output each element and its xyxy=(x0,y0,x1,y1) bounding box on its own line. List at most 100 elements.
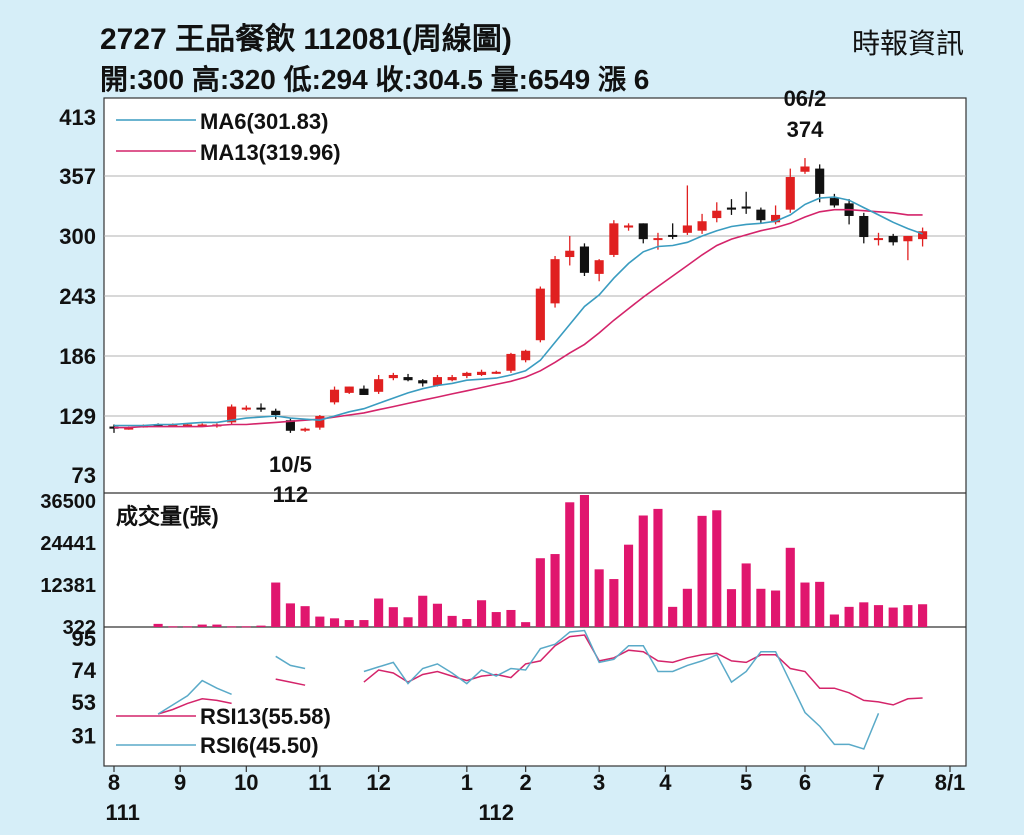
x-tick-label: 2 xyxy=(520,770,532,795)
volume-bar xyxy=(565,502,575,627)
candle-body xyxy=(785,177,795,210)
candle-body xyxy=(344,386,354,393)
candle-body xyxy=(271,410,281,415)
candle-body xyxy=(712,210,722,219)
legend-ma13: MA13(319.96) xyxy=(200,140,341,165)
volume-bar xyxy=(227,626,237,628)
chart-title: 2727 王品餐飲 112081(周線圖) xyxy=(100,23,512,56)
volume-bar xyxy=(785,547,795,627)
volume-bar xyxy=(506,609,516,627)
candle-body xyxy=(815,168,825,194)
rsi-tick-label: 53 xyxy=(72,690,96,715)
price-tick-label: 300 xyxy=(59,224,96,249)
volume-bar xyxy=(638,515,648,627)
candle-body xyxy=(359,388,369,395)
candle-body xyxy=(771,214,781,223)
volume-bar xyxy=(344,620,354,627)
candle-body xyxy=(653,238,663,241)
volume-bar xyxy=(447,615,457,627)
candle-body xyxy=(521,350,531,361)
candle-body xyxy=(491,371,501,374)
volume-bar xyxy=(697,515,707,627)
volume-tick-label: 24441 xyxy=(40,533,96,555)
x-tick-label: 6 xyxy=(799,770,811,795)
volume-bar xyxy=(624,544,634,627)
candle-body xyxy=(726,207,737,210)
volume-bar xyxy=(653,508,663,627)
volume-bar xyxy=(535,558,545,627)
volume-bar xyxy=(741,563,751,627)
volume-bar xyxy=(271,582,281,627)
price-tick-label: 243 xyxy=(59,284,96,309)
ma6-line xyxy=(114,196,923,427)
x-tick-label: 7 xyxy=(872,770,884,795)
volume-bar xyxy=(712,510,722,627)
rsi-tick-label: 31 xyxy=(72,723,96,748)
volume-bar xyxy=(873,605,884,627)
annotation-low-date: 10/5 xyxy=(269,452,312,477)
volume-bar xyxy=(756,588,766,627)
volume-bar xyxy=(550,554,560,627)
legend-rsi6: RSI6(45.50) xyxy=(200,733,319,758)
price-summary: 開:300 高:320 低:294 收:304.5 量:6549 漲 6 xyxy=(100,64,650,95)
candle-body xyxy=(329,389,340,403)
x-tick-label: 9 xyxy=(174,770,186,795)
candle-body xyxy=(873,238,884,241)
volume-bar xyxy=(594,569,604,627)
ma13-line xyxy=(114,208,923,429)
candle-body xyxy=(388,374,398,379)
candle-body xyxy=(918,231,928,240)
plot-frame xyxy=(103,97,967,767)
volume-bar xyxy=(771,590,781,627)
volume-bar xyxy=(388,607,398,627)
candle-body xyxy=(168,424,178,427)
rsi13-line xyxy=(157,634,923,715)
x-tick-label: 1 xyxy=(461,770,473,795)
volume-bar xyxy=(521,622,531,627)
legend-ma6: MA6(301.83) xyxy=(200,109,328,134)
volume-bar xyxy=(462,619,472,627)
x-tick-label: 8 xyxy=(108,770,120,795)
volume-bar xyxy=(903,605,913,627)
volume-bar xyxy=(579,495,590,627)
rsi6-line xyxy=(157,629,880,750)
volume-bar xyxy=(682,588,692,627)
volume-bar xyxy=(300,606,310,627)
volume-bar xyxy=(491,612,501,627)
x-tick-label: 5 xyxy=(740,770,752,795)
candle-body xyxy=(432,377,442,386)
legend-rsi13: RSI13(55.58) xyxy=(200,704,331,729)
candle-body xyxy=(300,428,310,431)
candle-body xyxy=(153,424,163,427)
candle-body xyxy=(256,407,266,410)
volume-bar xyxy=(918,604,928,627)
year-label: 111 xyxy=(106,800,140,825)
source-label: 時報資訊 xyxy=(851,28,964,59)
volume-bar xyxy=(859,602,869,627)
candle-body xyxy=(535,288,545,341)
candle-body xyxy=(182,424,193,427)
volume-bar xyxy=(329,618,340,627)
rsi-tick-label: 95 xyxy=(72,626,96,651)
volume-bar xyxy=(726,589,737,627)
candle-body xyxy=(829,198,839,206)
candle-body xyxy=(668,234,678,237)
candle-body xyxy=(418,380,428,384)
volume-bar xyxy=(168,626,178,628)
volume-bar xyxy=(153,623,163,627)
volume-bar xyxy=(197,624,207,627)
x-tick-label: 8/1 xyxy=(935,770,966,795)
candle-body xyxy=(124,427,134,430)
candle-body xyxy=(565,250,575,258)
candle-body xyxy=(403,377,413,381)
candle-body xyxy=(579,246,590,273)
volume-bar xyxy=(418,595,428,627)
volume-tick-label: 36500 xyxy=(40,491,96,513)
volume-bar xyxy=(182,626,193,628)
candle-body xyxy=(903,235,913,242)
annotation-high-value: 374 xyxy=(787,117,824,142)
price-tick-label: 357 xyxy=(59,164,96,189)
candle-body xyxy=(476,371,487,375)
volume-label: 成交量(張) xyxy=(116,504,219,529)
volume-tick-label: 12381 xyxy=(40,575,96,597)
